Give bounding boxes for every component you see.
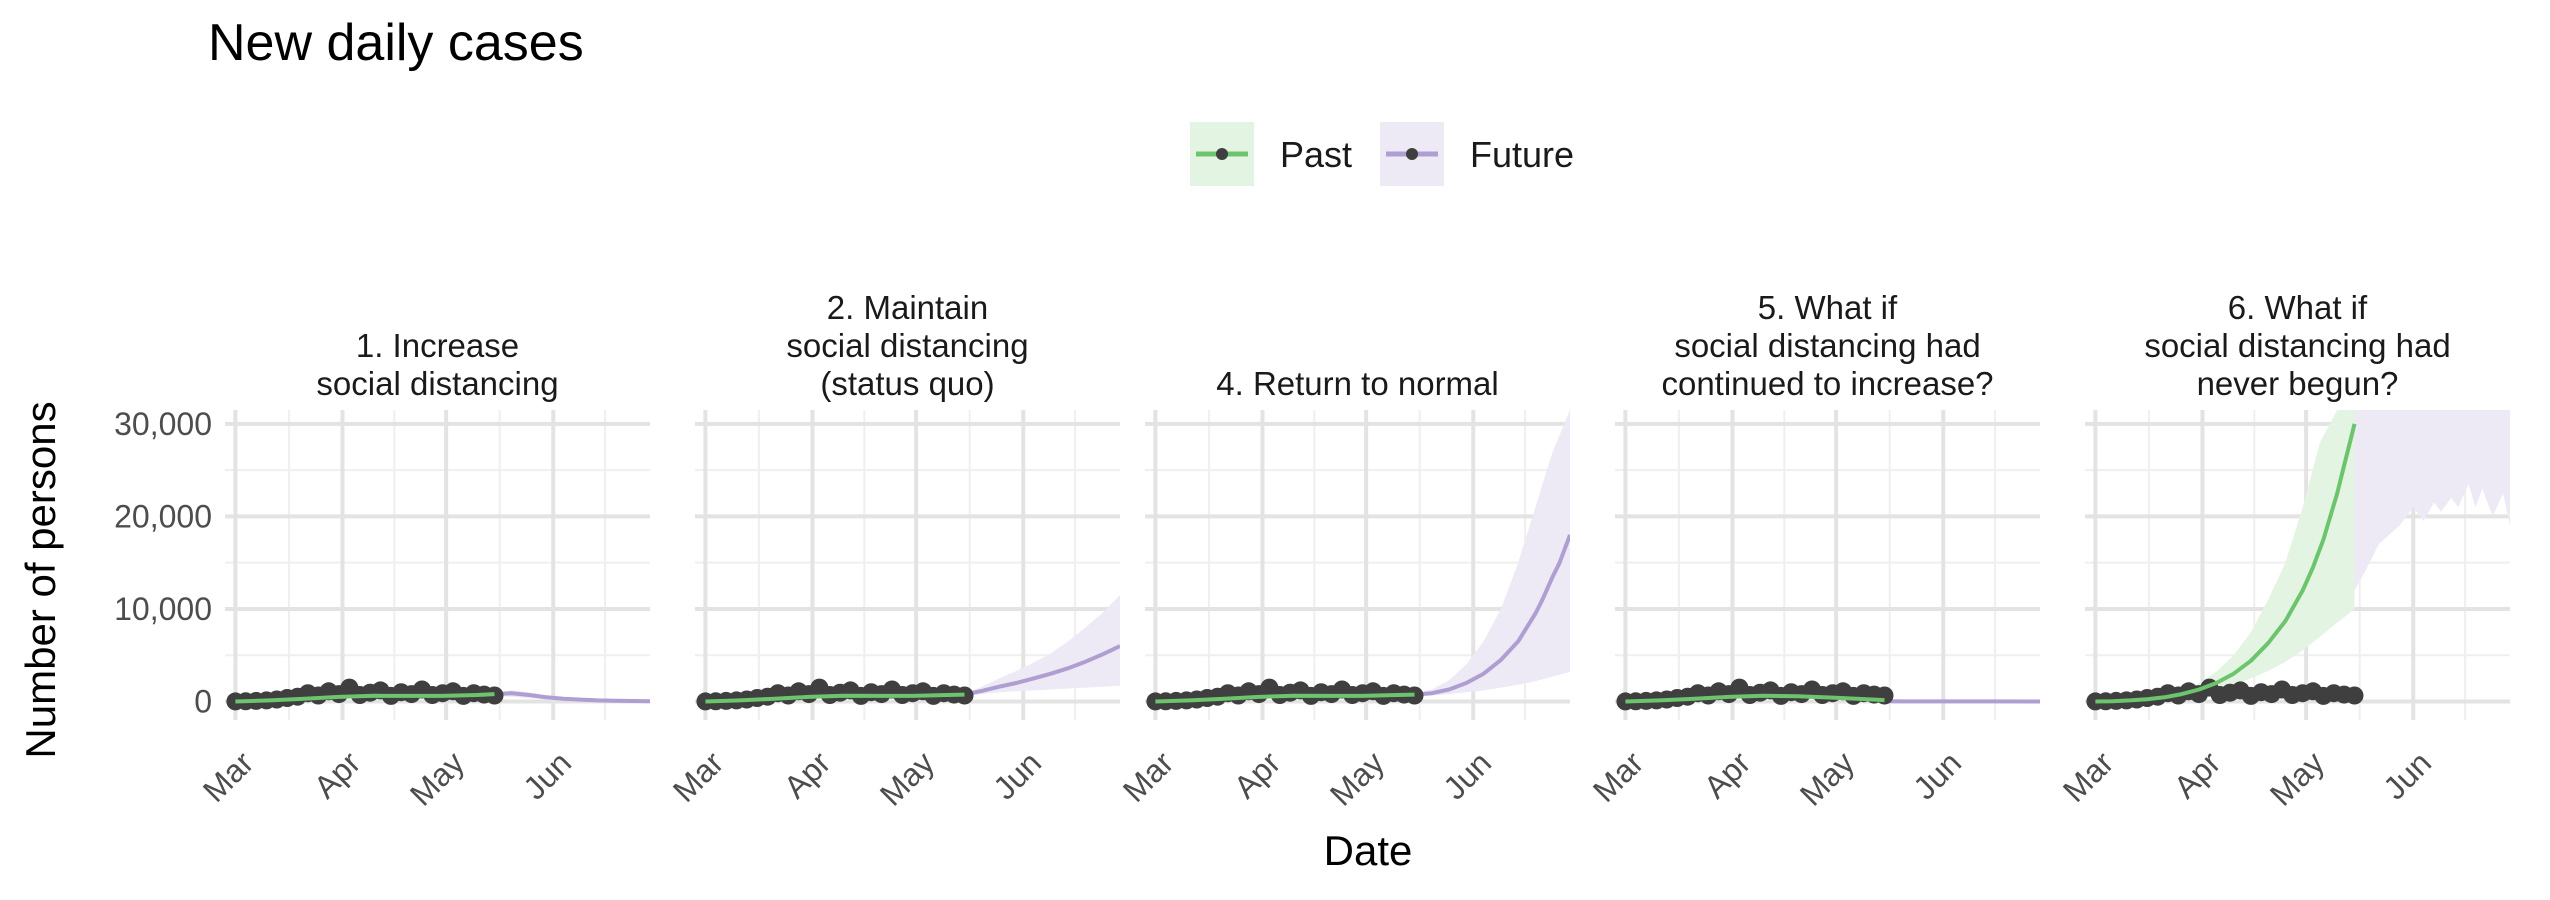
x-axis-title: Date	[1324, 827, 1413, 874]
panel-3: 4. Return to normal Mar Apr May Jun	[1116, 365, 1570, 813]
legend-future-label: Future	[1470, 134, 1574, 175]
future-confidence-band	[494, 690, 650, 702]
panel-strip-label: social distancing	[316, 365, 558, 402]
panel-strip-label: 2. Maintain	[827, 289, 988, 326]
x-tick-label: May	[1793, 744, 1861, 812]
x-tick-label: Jun	[1436, 744, 1498, 806]
x-tick-label: Mar	[1586, 744, 1651, 809]
past-series-line	[1625, 693, 1885, 704]
x-tick-label: May	[873, 744, 941, 812]
future-confidence-band	[964, 595, 1120, 696]
past-series-line	[1155, 692, 1415, 704]
observed-point	[2345, 686, 2364, 705]
panel-strip-label: social distancing	[786, 327, 1028, 364]
x-tick-label: Apr	[307, 744, 368, 805]
x-tick-label: Mar	[196, 744, 261, 809]
x-tick-label: Mar	[2056, 744, 2121, 809]
panel-strip-label: social distancing had	[2144, 327, 2450, 364]
panel-strip-label: 1. Increase	[356, 327, 519, 364]
x-tick-label: Apr	[2167, 744, 2228, 805]
legend: Past Future	[1190, 122, 1574, 186]
panel-strip-label: 6. What if	[2228, 289, 2368, 326]
past-series-line	[235, 692, 495, 704]
past-confidence-band	[2095, 410, 2355, 702]
y-tick-label: 30,000	[114, 406, 212, 442]
observed-point	[1875, 686, 1894, 705]
x-tick-label: Mar	[666, 744, 731, 809]
future-confidence-band	[2354, 410, 2510, 591]
legend-past-point	[1216, 148, 1228, 160]
x-tick-label: Apr	[1697, 744, 1758, 805]
panel-strip-label: 5. What if	[1758, 289, 1898, 326]
x-tick-label: May	[2263, 744, 2331, 812]
x-tick-label: Apr	[777, 744, 838, 805]
y-axis-title: Number of persons	[17, 401, 64, 758]
panel-strip-label: (status quo)	[820, 365, 994, 402]
past-series-line	[705, 692, 965, 704]
y-tick-label: 0	[194, 683, 212, 719]
future-series-line	[494, 691, 650, 704]
future-series-line	[1414, 534, 1570, 697]
legend-future-point	[1406, 148, 1418, 160]
panel-strip-label: social distancing had	[1674, 327, 1980, 364]
x-tick-label: Jun	[2376, 744, 2438, 806]
x-tick-label: Jun	[516, 744, 578, 806]
panel-strip-label: 4. Return to normal	[1216, 365, 1498, 402]
x-tick-label: May	[403, 744, 471, 812]
y-tick-label: 20,000	[114, 498, 212, 534]
x-tick-label: May	[1323, 744, 1391, 812]
x-tick-label: Jun	[986, 744, 1048, 806]
panel-strip-label: never begun?	[2197, 365, 2399, 402]
x-tick-label: Jun	[1906, 744, 1968, 806]
y-tick-label: 10,000	[114, 591, 212, 627]
panel-strip-label: continued to increase?	[1661, 365, 1993, 402]
chart-title: New daily cases	[208, 14, 584, 72]
past-series-line	[2095, 423, 2357, 704]
future-series-line	[964, 644, 1120, 697]
x-tick-label: Apr	[1227, 744, 1288, 805]
future-confidence-band	[1414, 410, 1570, 696]
x-tick-label: Mar	[1116, 744, 1181, 809]
legend-past-label: Past	[1280, 134, 1352, 175]
